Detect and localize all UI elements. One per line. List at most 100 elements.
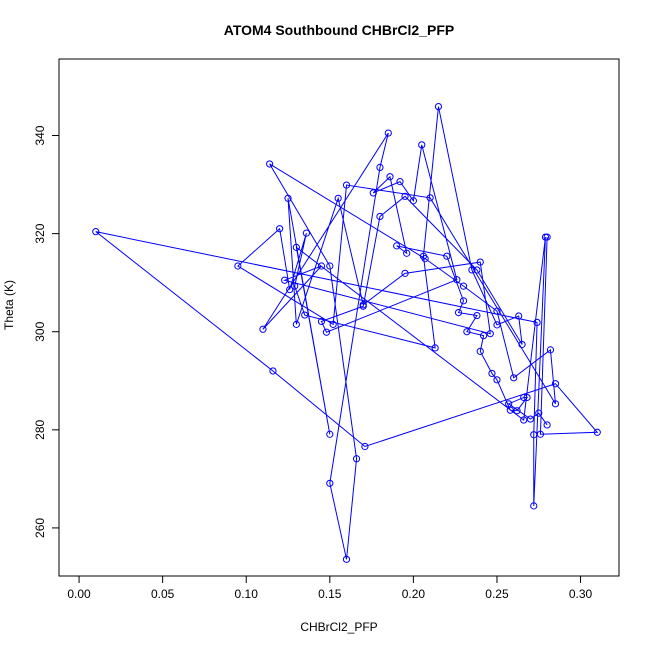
- data-point: [266, 160, 274, 168]
- data-point: [493, 307, 501, 315]
- data-point: [536, 430, 545, 438]
- data-point: [459, 282, 468, 290]
- x-axis: 0.00 0.05 0.10 0.15 0.20 0.25 0.30: [67, 575, 593, 601]
- y-tick-label: 340: [33, 125, 47, 145]
- x-tick-label: 0.25: [485, 587, 509, 601]
- data-point: [342, 555, 351, 563]
- data-point: [505, 400, 513, 408]
- data-point: [530, 502, 538, 510]
- data-point: [459, 297, 468, 305]
- data-point: [292, 243, 300, 251]
- data-point: [493, 376, 501, 384]
- y-tick-label: 280: [33, 419, 47, 439]
- y-tick-label: 300: [33, 321, 47, 341]
- data-point: [551, 380, 560, 388]
- y-axis: 260 280 300 320 340: [33, 125, 60, 538]
- data-point: [513, 407, 521, 415]
- x-axis-label: CHBrCl2_PFP: [300, 620, 377, 634]
- data-point: [317, 262, 326, 270]
- data-point: [593, 428, 601, 436]
- data-point: [376, 163, 384, 171]
- data-point: [476, 347, 484, 355]
- data-point: [376, 212, 384, 221]
- data-point: [396, 178, 404, 186]
- data-point: [342, 181, 351, 189]
- data-point: [510, 374, 518, 382]
- data-point: [322, 328, 331, 336]
- data-point: [523, 393, 531, 402]
- data-point: [520, 416, 528, 424]
- data-point: [535, 409, 543, 417]
- data-point: [301, 311, 309, 319]
- x-tick-label: 0.30: [569, 587, 593, 601]
- data-point: [284, 194, 292, 202]
- data-point: [409, 197, 417, 205]
- x-tick-label: 0.05: [151, 587, 175, 601]
- data-point: [361, 442, 369, 451]
- data-point: [468, 266, 476, 274]
- data-point: [546, 346, 555, 354]
- x-tick-label: 0.15: [318, 587, 342, 601]
- data-point: [443, 252, 451, 260]
- data-point: [259, 325, 267, 333]
- data-point: [520, 393, 528, 402]
- data-point: [453, 276, 461, 284]
- data-point: [526, 415, 535, 423]
- data-point: [393, 242, 401, 250]
- y-tick-label: 260: [33, 518, 47, 538]
- data-point: [369, 189, 377, 197]
- chart-title: ATOM4 Southbound CHBrCl2_PFP: [224, 22, 454, 38]
- data-point: [92, 228, 100, 236]
- data-point: [291, 282, 299, 290]
- data-point: [401, 269, 409, 277]
- data-point: [329, 320, 337, 328]
- data-point: [426, 194, 434, 202]
- data-point: [454, 308, 463, 317]
- data-point: [506, 406, 514, 414]
- data-point: [302, 229, 310, 237]
- series-layer: [92, 102, 601, 563]
- x-tick-label: 0.10: [235, 587, 259, 601]
- data-point: [386, 173, 394, 181]
- x-tick-label: 0.20: [402, 587, 426, 601]
- data-point: [401, 192, 409, 200]
- data-point: [533, 318, 541, 327]
- data-point: [269, 367, 277, 375]
- data-point: [515, 312, 523, 320]
- data-point: [486, 330, 494, 338]
- data-point: [518, 340, 526, 349]
- data-point: [493, 321, 501, 329]
- data-point: [384, 129, 392, 137]
- data-point: [281, 276, 289, 284]
- data-point: [359, 302, 367, 310]
- y-axis-label: Theta (K): [2, 280, 16, 330]
- x-tick-label: 0.00: [67, 587, 91, 601]
- data-point: [551, 400, 560, 408]
- y-tick-label: 320: [33, 223, 47, 243]
- data-point: [543, 421, 551, 429]
- data-point: [234, 262, 242, 270]
- data-point: [403, 249, 411, 257]
- data-point: [292, 320, 300, 328]
- data-point: [431, 344, 439, 352]
- data-point: [326, 262, 334, 270]
- data-point: [326, 430, 334, 438]
- data-point: [530, 431, 538, 439]
- data-point: [434, 102, 443, 111]
- data-point: [480, 332, 488, 340]
- data-point: [317, 317, 326, 326]
- data-point: [276, 225, 284, 233]
- data-point: [334, 194, 342, 202]
- data-point: [473, 266, 481, 274]
- data-point: [541, 233, 550, 241]
- data-point: [286, 285, 294, 294]
- data-point: [463, 328, 471, 336]
- data-point: [418, 141, 426, 149]
- data-point: [473, 311, 481, 320]
- data-point: [419, 252, 428, 260]
- data-point: [488, 369, 496, 378]
- data-point: [352, 455, 361, 463]
